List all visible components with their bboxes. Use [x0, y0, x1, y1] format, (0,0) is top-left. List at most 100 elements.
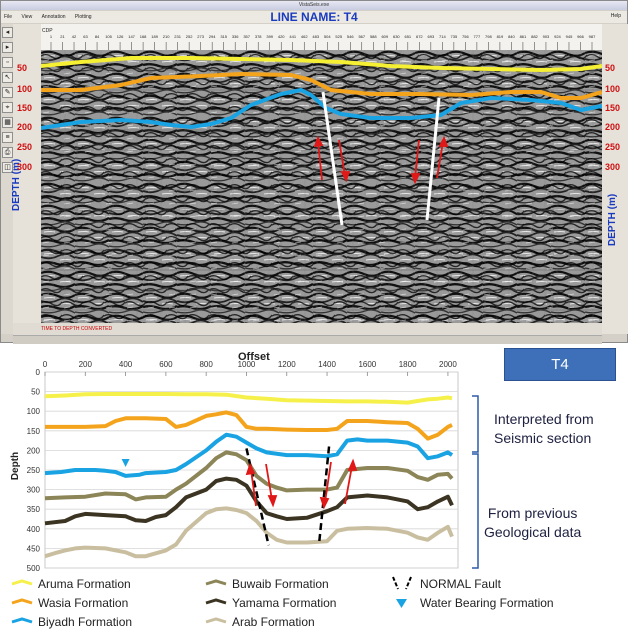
right-depth-ruler	[602, 24, 628, 334]
y-tick-label: 350	[27, 505, 41, 514]
status-text: TIME TO DEPTH CONVERTED	[41, 326, 113, 332]
pick-icon[interactable]: ⌖	[2, 102, 13, 113]
menu-help[interactable]: Help	[610, 13, 621, 19]
cdp-tick-label: 861	[520, 34, 527, 39]
seismic-gridlines	[41, 50, 602, 323]
x-tick-label: 600	[159, 360, 173, 369]
cdp-ruler: CDP 1 21 42 63 84 105 126 147 168 189 210 231 252 273…	[41, 24, 602, 50]
annotation-interpreted: Interpreted from Seismic section	[494, 410, 594, 448]
series-line-wasia	[45, 410, 453, 441]
x-tick-label: 1000	[238, 360, 256, 369]
cdp-tick-label: 588	[370, 34, 377, 39]
x-tick-label: 0	[43, 360, 48, 369]
series-line-aruma	[44, 392, 453, 405]
depth-axis-label-right: DEPTH (m)	[607, 193, 618, 246]
cdp-ruler-svg: CDP 1 21 42 63 84 105 126 147 168 189 210 231 252 273…	[42, 28, 596, 50]
menu-annotation[interactable]: Annotation	[41, 14, 66, 20]
seismic-fault-left	[321, 91, 344, 226]
legend-swatch-yamama	[205, 598, 227, 605]
legend-label: Arab Formation	[232, 615, 315, 629]
water-bearing-marker	[121, 458, 130, 467]
annotation-previous-line-1: From previous	[487, 505, 578, 521]
legend-label: NORMAL Fault	[420, 577, 501, 591]
cdp-label: CDP	[42, 28, 53, 34]
legend-label: Water Bearing Formation	[420, 596, 554, 610]
cdp-tick-label: 714	[439, 34, 446, 39]
depth-label-right: 300	[605, 162, 621, 172]
annotation-previous-line-2: Geological data	[484, 524, 582, 540]
line-name-title: LINE NAME: T4	[270, 10, 358, 24]
window-title-bar: VistaSeis.exe	[1, 1, 627, 10]
cdp-tick-label: 273	[197, 34, 204, 39]
cdp-tick-label: 483	[312, 34, 319, 39]
cdp-tick-label: 189	[151, 34, 158, 39]
filter-icon[interactable]: ≡	[2, 132, 13, 143]
y-tick-label: 450	[27, 544, 41, 553]
menu-plotting[interactable]: Plotting	[74, 14, 92, 20]
cdp-tick-label: 672	[416, 34, 423, 39]
legend-swatch-fault-right	[405, 576, 412, 590]
y-tick-label: 400	[27, 525, 41, 534]
annotation-interpreted-line-2: Seismic section	[494, 430, 592, 446]
cdp-tick-label: 210	[163, 34, 170, 39]
annotation-interpreted-line-1: Interpreted from	[494, 411, 594, 427]
series-line-biyadh	[44, 432, 454, 478]
depth-label-left: 50	[17, 63, 28, 73]
seismic-horizon-aruma	[41, 56, 602, 73]
y-tick-label: 50	[31, 388, 40, 397]
seismic-fault-right	[425, 97, 441, 221]
cdp-tick-label: 735	[451, 34, 458, 39]
cdp-tick-label: 21	[60, 34, 65, 39]
x-tick-label: 400	[119, 360, 133, 369]
print-icon[interactable]: ⎙	[2, 147, 13, 158]
cdp-tick-label: 315	[220, 34, 227, 39]
seismic-horizon-biyadh	[41, 87, 602, 130]
chart-y-axis-label: Depth	[10, 452, 21, 480]
cdp-tick-label: 945	[566, 34, 573, 39]
y-tick-label: 150	[27, 427, 41, 436]
legend-label: Wasia Formation	[38, 596, 129, 610]
depth-label-right: 200	[605, 122, 621, 132]
seismic-fault-arrows	[313, 135, 449, 185]
cdp-tick-label: 504	[324, 34, 331, 39]
depth-label-right: 100	[605, 84, 621, 94]
cdp-tick-label: 441	[289, 34, 296, 39]
select-icon[interactable]: ▫	[2, 57, 13, 68]
legend-label: Buwaib Formation	[232, 577, 329, 591]
bracket-interpreted	[472, 395, 479, 453]
pan-icon[interactable]: ◂	[2, 27, 13, 38]
seismic-section[interactable]	[41, 50, 602, 323]
zoom-icon[interactable]: ▸	[2, 42, 13, 53]
menu-view[interactable]: View	[21, 14, 33, 20]
left-depth-ruler	[13, 24, 41, 334]
x-tick-label: 200	[79, 360, 93, 369]
cdp-tick-label: 168	[140, 34, 147, 39]
measure-icon[interactable]: ✎	[2, 87, 13, 98]
legend-swatch-wasia	[11, 598, 33, 605]
depth-label-left: 300	[17, 162, 33, 172]
cdp-tick-label: 420	[278, 34, 285, 39]
depth-label-left: 150	[17, 103, 33, 113]
menu-file[interactable]: File	[4, 14, 13, 20]
layers-icon[interactable]: ◫	[2, 162, 13, 173]
series-line-arab	[44, 506, 454, 559]
legend-swatch-aruma	[11, 579, 33, 586]
cdp-tick-label: 336	[232, 34, 239, 39]
cdp-tick-label: 756	[462, 34, 469, 39]
legend-swatch-arab	[205, 617, 227, 624]
y-tick-label: 250	[27, 466, 41, 475]
legend-label: Biyadh Formation	[38, 615, 133, 629]
cdp-tick-label: 651	[404, 34, 411, 39]
cdp-tick-label: 525	[335, 34, 342, 39]
cdp-tick-label: 987	[589, 34, 596, 39]
y-tick-label: 300	[27, 486, 41, 495]
horizontal-scrollbar[interactable]	[13, 335, 602, 344]
depth-offset-chart: 0 50 100 150 200 250 300 350 400 450 500 0 200 400 600…	[10, 351, 479, 572]
series-line-buwaib	[44, 450, 454, 502]
grid-icon[interactable]: ▦	[2, 117, 13, 128]
cdp-tick-label: 609	[381, 34, 388, 39]
cdp-tick-label: 882	[531, 34, 538, 39]
cdp-tick-label: 147	[128, 34, 135, 39]
status-bar: TIME TO DEPTH CONVERTED	[13, 323, 602, 335]
pointer-icon[interactable]: ↖	[2, 72, 13, 83]
